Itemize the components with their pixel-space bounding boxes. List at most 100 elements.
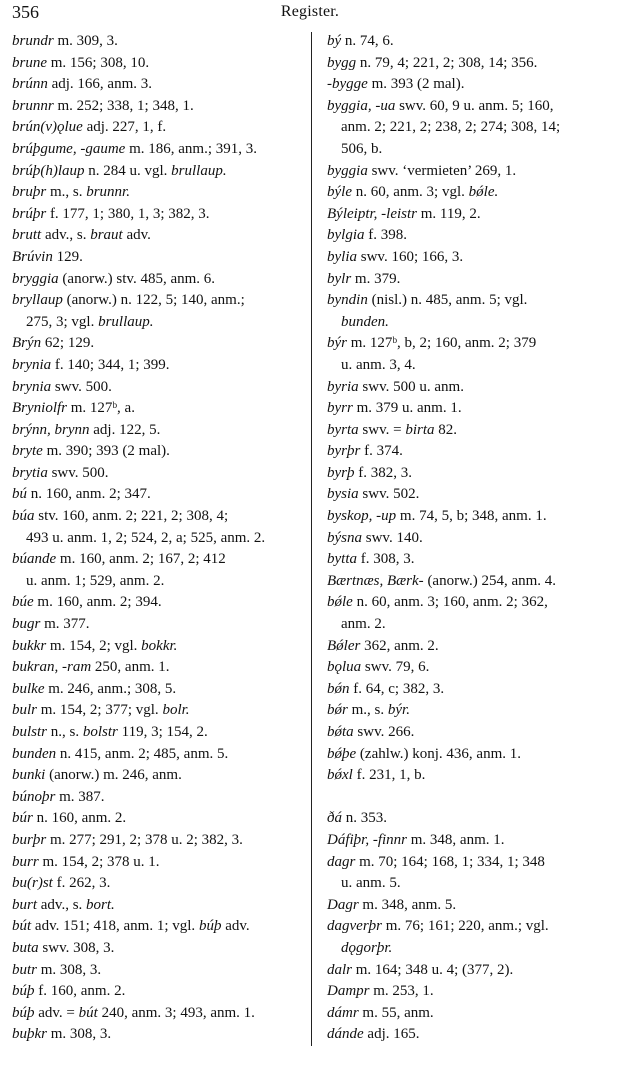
headword: bylr [327, 270, 352, 287]
entry-references: 82. [434, 421, 458, 438]
entry-line: burr m. 154, 2; 378 u. 1. [12, 852, 308, 874]
index-entry: bulr m. 154, 2; 377; vgl. bolr. [12, 700, 308, 722]
index-entry: bǫlua swv. 79, 6. [327, 657, 617, 679]
entry-line: ðá n. 353. [327, 808, 617, 830]
entry-line: bryllaup (anorw.) n. 122, 5; 140, anm.; [12, 290, 308, 312]
entry-references: f. 140; 344, 1; 399. [51, 356, 170, 373]
entry-references: n. 415, anm. 2; 485, anm. 5. [56, 745, 229, 762]
column-divider [311, 32, 312, 1046]
entry-line: Bryniolfr m. 127ᵇ, a. [12, 398, 308, 420]
headword: byggia, -ua [327, 97, 396, 114]
entry-references: swv. 160; 166, 3. [357, 248, 464, 265]
index-entry: bysia swv. 502. [327, 484, 617, 506]
index-entry: búþ adv. = bút 240, anm. 3; 493, anm. 1. [12, 1003, 308, 1025]
entry-line: bulke m. 246, anm.; 308, 5. [12, 679, 308, 701]
index-entry: dagverþr m. 76; 161; 220, anm.; vgl. dǫgo… [327, 916, 617, 959]
index-entry: bulke m. 246, anm.; 308, 5. [12, 679, 308, 701]
index-entry: búe m. 160, anm. 2; 394. [12, 592, 308, 614]
cross-reference: bolr. [162, 702, 190, 719]
entry-references: adv., s. [37, 896, 87, 913]
headword: Dampr [327, 983, 370, 1000]
headword: brúþr [12, 205, 47, 222]
cross-reference: brullaup. [171, 162, 227, 179]
entry-continuation-line: u. anm. 3, 4. [327, 355, 617, 377]
headword: bý [327, 33, 342, 49]
index-entry: bǿxl f. 231, 1, b. [327, 765, 617, 787]
entry-references: u. anm. 1; 529, anm. 2. [26, 572, 165, 589]
entry-references: m. 154, 2; 377; vgl. [37, 702, 163, 719]
entry-line: brunnr m. 252; 338, 1; 348, 1. [12, 96, 308, 118]
index-entry: Bryniolfr m. 127ᵇ, a. [12, 398, 308, 420]
index-entry: bǿr m., s. býr. [327, 700, 617, 722]
entry-line: brynia f. 140; 344, 1; 399. [12, 355, 308, 377]
entry-references: n. 60, anm. 3; 160, anm. 2; 362, [352, 594, 548, 611]
headword: búr [12, 810, 33, 827]
index-entry: burt adv., s. bort. [12, 895, 308, 917]
entry-references: swv. 266. [353, 724, 415, 740]
entry-references: (nisl.) n. 485, anm. 5; vgl. [367, 292, 528, 309]
entry-line: byndin (nisl.) n. 485, anm. 5; vgl. [327, 290, 617, 312]
headword: bǿn [327, 680, 350, 697]
entry-references: m. 390; 393 (2 mal). [42, 443, 170, 460]
headword: bryllaup [12, 292, 63, 309]
entry-references: m. 127ᵇ, a. [67, 400, 135, 417]
entry-references: 275, 3; vgl. [26, 313, 99, 330]
index-entry: bukran, -ram 250, anm. 1. [12, 657, 308, 679]
headword: ðá [327, 810, 342, 827]
index-entry: bǿle n. 60, anm. 3; 160, anm. 2; 362, anm… [327, 592, 617, 635]
entry-references: m. 393 (2 mal). [367, 76, 465, 93]
index-entry: dámr m. 55, anm. [327, 1003, 617, 1025]
entry-references: f. 64, c; 382, 3. [349, 680, 445, 697]
left-index-column: brundr m. 309, 3. brune m. 156; 308, 10. b… [12, 31, 308, 1046]
headword: byrr [327, 400, 353, 417]
entry-references: (zahlw.) konj. 436, anm. 1. [356, 745, 521, 762]
entry-references: m. 154, 2; vgl. [46, 637, 142, 654]
cross-reference: bút [78, 1004, 98, 1021]
entry-line: bulstr n., s. bolstr 119, 3; 154, 2. [12, 722, 308, 744]
headword: býsna [327, 529, 362, 546]
entry-references: m., s. [46, 184, 87, 201]
headword: brýnn, brynn [12, 421, 90, 438]
entry-references: m. 119, 2. [417, 205, 481, 222]
index-entry: byggia swv. ‘vermieten’ 269, 1. [327, 161, 617, 183]
entry-line: búa stv. 160, anm. 2; 221, 2; 308, 4; [12, 506, 308, 528]
entry-line: bý n. 74, 6. [327, 31, 617, 53]
headword: dámr [327, 1004, 359, 1021]
headword: Bǿler [327, 637, 361, 654]
headword: bǿr [327, 702, 348, 719]
index-entry: bukkr m. 154, 2; vgl. bokkr. [12, 636, 308, 658]
entry-line: Dampr m. 253, 1. [327, 981, 617, 1003]
entry-line: bulr m. 154, 2; 377; vgl. bolr. [12, 700, 308, 722]
section-gap [327, 787, 617, 809]
entry-line: Bærtnæs, Bærk- (anorw.) 254, anm. 4. [327, 571, 617, 593]
entry-line: bylgia f. 398. [327, 225, 617, 247]
headword: búe [12, 594, 34, 611]
entry-line: bylia swv. 160; 166, 3. [327, 247, 617, 269]
index-entry: byria swv. 500 u. anm. [327, 377, 617, 399]
entry-references: m. 387. [55, 788, 105, 805]
entry-references: swv. 500. [51, 378, 112, 395]
headword: Brýn [12, 335, 42, 352]
index-entry: bryggia (anorw.) stv. 485, anm. 6. [12, 269, 308, 291]
headword: dalr [327, 961, 353, 978]
index-entry: brúnn adj. 166, anm. 3. [12, 74, 308, 96]
headword: bruþr [12, 184, 47, 201]
entry-line: brúþgume, -gaume m. 186, anm.; 391, 3. [12, 139, 308, 161]
entry-line: búnoþr m. 387. [12, 787, 308, 809]
entry-continuation-line: u. anm. 1; 529, anm. 2. [12, 571, 308, 593]
entry-references: m., s. [347, 702, 388, 719]
entry-line: dagverþr m. 76; 161; 220, anm.; vgl. [327, 916, 617, 938]
entry-line: Dagr m. 348, anm. 5. [327, 895, 617, 917]
entry-continuation-line: dǫgorþr. [327, 938, 617, 960]
index-entry: dagr m. 70; 164; 168, 1; 334, 1; 348 u. a… [327, 852, 617, 895]
headword: bugr [12, 616, 41, 633]
headword: búþ [12, 983, 35, 1000]
entry-continuation-line: 493 u. anm. 1, 2; 524, 2, a; 525, anm. 2… [12, 528, 308, 550]
entry-references: n., s. [47, 724, 83, 740]
headword: butr [12, 961, 38, 978]
entry-references: 250, anm. 1. [91, 659, 170, 676]
headword: bǿþe [327, 745, 357, 762]
index-entry: -bygge m. 393 (2 mal). [327, 74, 617, 96]
right-index-column: bý n. 74, 6. bygg n. 79, 4; 221, 2; 308, … [327, 31, 617, 1046]
headword: byrþ [327, 464, 355, 481]
